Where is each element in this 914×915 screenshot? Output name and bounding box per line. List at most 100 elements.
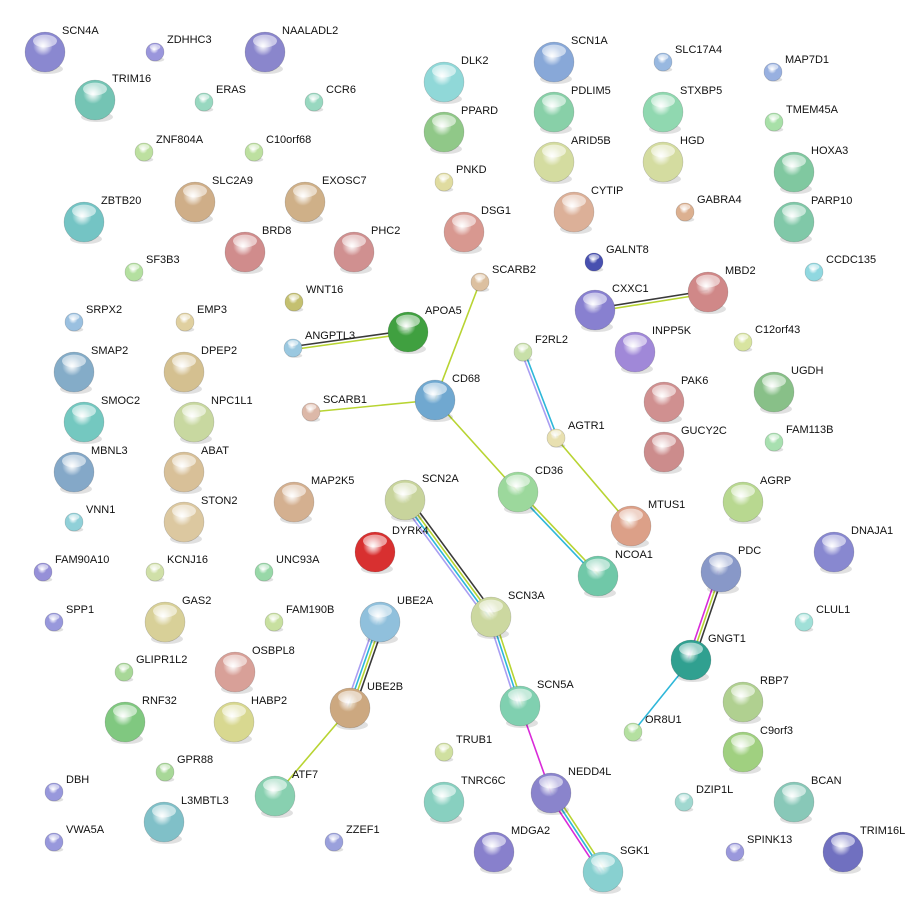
node-UBE2A[interactable]: UBE2A [359, 595, 434, 644]
node-ERAS[interactable]: ERAS [194, 84, 246, 112]
node-DYRK4[interactable]: DYRK4 [354, 525, 429, 574]
node-ATF7[interactable]: ATF7 [254, 769, 318, 818]
node-STXBP5[interactable]: STXBP5 [642, 85, 722, 134]
node-OSBPL8[interactable]: OSBPL8 [214, 645, 295, 694]
node-ZDHHC3[interactable]: ZDHHC3 [145, 34, 212, 62]
node-SPP1[interactable]: SPP1 [44, 604, 94, 632]
node-GUCY2C[interactable]: GUCY2C [643, 425, 727, 474]
node-EMP3[interactable]: EMP3 [175, 304, 227, 332]
node-BRD8[interactable]: BRD8 [224, 225, 291, 274]
node-TRUB1[interactable]: TRUB1 [434, 734, 492, 762]
node-KCNJ16[interactable]: KCNJ16 [145, 554, 208, 582]
node-MBNL3[interactable]: MBNL3 [53, 445, 128, 494]
node-DNAJA1[interactable]: DNAJA1 [813, 525, 893, 574]
node-C10orf68[interactable]: C10orf68 [244, 134, 311, 162]
edge-CD68-CD36[interactable] [434, 399, 519, 493]
node-DZIP1L[interactable]: DZIP1L [674, 784, 733, 812]
node-CCDC135[interactable]: CCDC135 [804, 254, 876, 282]
node-PARP10[interactable]: PARP10 [773, 195, 852, 244]
node-L3MBTL3[interactable]: L3MBTL3 [143, 795, 229, 844]
node-SF3B3[interactable]: SF3B3 [124, 254, 180, 282]
node-SLC17A4[interactable]: SLC17A4 [653, 44, 722, 72]
node-SCN4A[interactable]: SCN4A [24, 25, 99, 74]
node-SRPX2[interactable]: SRPX2 [64, 304, 122, 332]
node-CD68[interactable]: CD68 [414, 373, 480, 422]
node-CLUL1[interactable]: CLUL1 [794, 604, 850, 632]
node-NEDD4L[interactable]: NEDD4L [530, 766, 611, 815]
node-CYTIP[interactable]: CYTIP [553, 185, 623, 234]
node-ZZEF1[interactable]: ZZEF1 [324, 824, 380, 852]
node-MBD2[interactable]: MBD2 [687, 265, 756, 314]
node-FAM113B[interactable]: FAM113B [764, 424, 834, 452]
edge-SCARB2-CD68[interactable] [434, 281, 481, 401]
node-HABP2[interactable]: HABP2 [213, 695, 287, 744]
node-PAK6[interactable]: PAK6 [643, 375, 708, 424]
node-SCN1A[interactable]: SCN1A [533, 35, 608, 84]
node-ZBTB20[interactable]: ZBTB20 [63, 195, 141, 244]
node-MTUS1[interactable]: MTUS1 [610, 499, 685, 548]
node-BCAN[interactable]: BCAN [773, 775, 842, 824]
node-MAP2K5[interactable]: MAP2K5 [273, 475, 354, 524]
node-GALNT8[interactable]: GALNT8 [584, 244, 649, 272]
node-OR8U1[interactable]: OR8U1 [623, 714, 682, 742]
node-ABAT[interactable]: ABAT [163, 445, 229, 494]
node-MDGA2[interactable]: MDGA2 [473, 825, 550, 874]
node-AGTR1[interactable]: AGTR1 [546, 420, 605, 448]
node-NCOA1[interactable]: NCOA1 [577, 549, 653, 598]
node-HGD[interactable]: HGD [642, 135, 705, 184]
node-TRIM16[interactable]: TRIM16 [74, 73, 151, 122]
node-GPR88[interactable]: GPR88 [155, 754, 213, 782]
node-GNGT1[interactable]: GNGT1 [670, 633, 746, 682]
node-CCR6[interactable]: CCR6 [304, 84, 356, 112]
node-MAP7D1[interactable]: MAP7D1 [763, 54, 829, 82]
node-EXOSC7[interactable]: EXOSC7 [284, 175, 367, 224]
node-CD36[interactable]: CD36 [497, 465, 563, 514]
node-HOXA3[interactable]: HOXA3 [773, 145, 848, 194]
edge-F2RL2-AGTR1[interactable] [520, 351, 559, 439]
node-RBP7[interactable]: RBP7 [722, 675, 789, 724]
node-UNC93A[interactable]: UNC93A [254, 554, 320, 582]
edge-SCARB1-CD68[interactable] [310, 399, 436, 413]
node-WNT16[interactable]: WNT16 [284, 284, 343, 312]
node-PPARD[interactable]: PPARD [423, 105, 498, 154]
node-PHC2[interactable]: PHC2 [333, 225, 400, 274]
node-FAM90A10[interactable]: FAM90A10 [33, 554, 109, 582]
node-ZNF804A[interactable]: ZNF804A [134, 134, 204, 162]
node-SCARB2[interactable]: SCARB2 [470, 264, 536, 292]
node-SCN5A[interactable]: SCN5A [499, 679, 574, 728]
node-TRIM16L[interactable]: TRIM16L [822, 825, 905, 874]
node-TNRC6C[interactable]: TNRC6C [423, 775, 506, 824]
node-PDLIM5[interactable]: PDLIM5 [533, 85, 611, 134]
node-DBH[interactable]: DBH [44, 774, 89, 802]
node-STON2[interactable]: STON2 [163, 495, 237, 544]
node-DSG1[interactable]: DSG1 [443, 205, 511, 254]
node-C12orf43[interactable]: C12orf43 [733, 324, 800, 352]
node-UBE2B[interactable]: UBE2B [329, 681, 403, 730]
node-SPINK13[interactable]: SPINK13 [725, 834, 792, 862]
node-SGK1[interactable]: SGK1 [582, 845, 649, 894]
node-FAM190B[interactable]: FAM190B [264, 604, 334, 632]
node-PNKD[interactable]: PNKD [434, 164, 487, 192]
node-GABRA4[interactable]: GABRA4 [675, 194, 742, 222]
node-F2RL2[interactable]: F2RL2 [513, 334, 568, 362]
node-INPP5K[interactable]: INPP5K [614, 325, 692, 374]
node-APOA5[interactable]: APOA5 [387, 305, 462, 354]
node-ARID5B[interactable]: ARID5B [533, 135, 611, 184]
node-TMEM45A[interactable]: TMEM45A [764, 104, 839, 132]
node-RNF32[interactable]: RNF32 [104, 695, 177, 744]
node-SCN3A[interactable]: SCN3A [470, 590, 545, 639]
node-SCARB1[interactable]: SCARB1 [301, 394, 367, 422]
node-DPEP2[interactable]: DPEP2 [163, 345, 237, 394]
node-VNN1[interactable]: VNN1 [64, 504, 115, 532]
node-DLK2[interactable]: DLK2 [423, 55, 489, 104]
node-NAALADL2[interactable]: NAALADL2 [244, 25, 338, 74]
node-UGDH[interactable]: UGDH [753, 365, 823, 414]
node-PDC[interactable]: PDC [700, 545, 761, 594]
node-CXXC1[interactable]: CXXC1 [574, 283, 649, 332]
edge-SCN2A-SCN3A[interactable] [400, 496, 496, 621]
node-SMAP2[interactable]: SMAP2 [53, 345, 128, 394]
node-GLIPR1L2[interactable]: GLIPR1L2 [114, 654, 187, 682]
node-SMOC2[interactable]: SMOC2 [63, 395, 140, 444]
node-ANGPTL3[interactable]: ANGPTL3 [283, 330, 355, 358]
node-VWA5A[interactable]: VWA5A [44, 824, 105, 852]
